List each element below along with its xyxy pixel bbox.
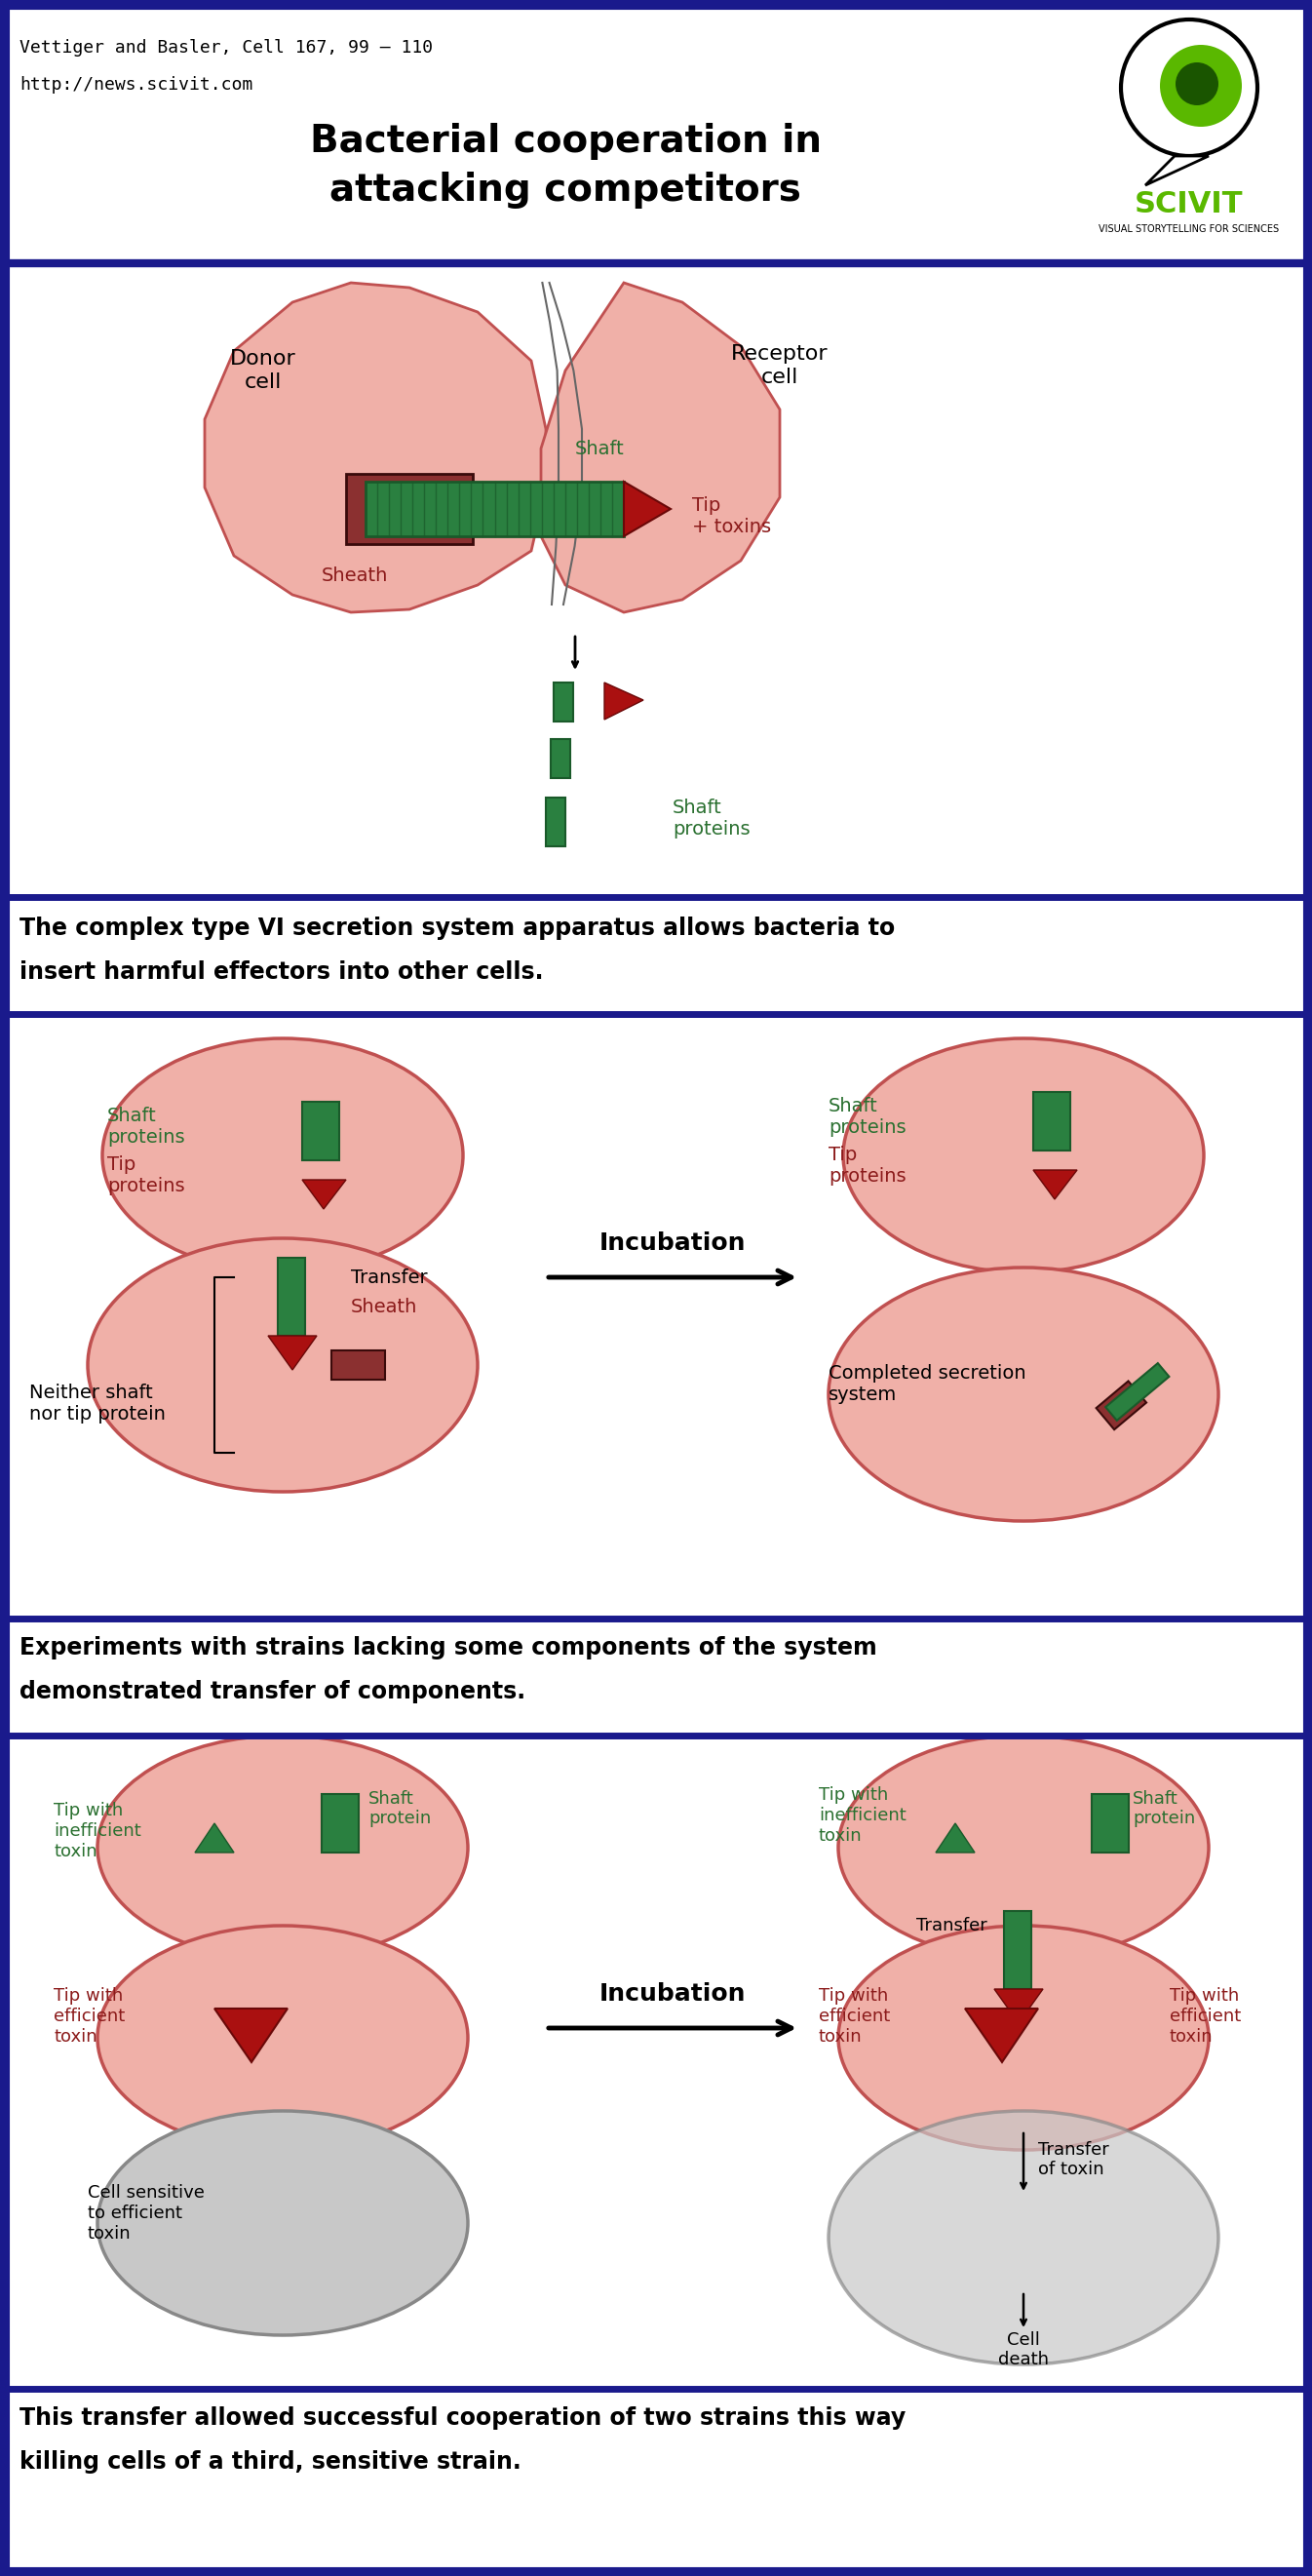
Text: killing cells of a third, sensitive strain.: killing cells of a third, sensitive stra… xyxy=(20,2450,521,2473)
Text: Shaft
protein: Shaft protein xyxy=(1132,1790,1195,1826)
Bar xyxy=(554,683,573,721)
Polygon shape xyxy=(268,1337,316,1370)
Text: attacking competitors: attacking competitors xyxy=(329,173,802,209)
Text: Incubation: Incubation xyxy=(600,1231,747,1255)
Polygon shape xyxy=(605,683,643,719)
Bar xyxy=(321,1793,358,1852)
Bar xyxy=(4,1015,1308,1736)
Ellipse shape xyxy=(88,1239,478,1492)
Ellipse shape xyxy=(838,1927,1208,2151)
Text: Shaft
proteins: Shaft proteins xyxy=(673,799,750,840)
Polygon shape xyxy=(541,283,779,613)
Polygon shape xyxy=(1145,157,1208,185)
Bar xyxy=(366,482,623,536)
Text: Tip
proteins: Tip proteins xyxy=(829,1146,907,1185)
Text: VISUAL STORYTELLING FOR SCIENCES: VISUAL STORYTELLING FOR SCIENCES xyxy=(1099,224,1279,234)
Text: Tip
+ toxins: Tip + toxins xyxy=(691,497,771,536)
Bar xyxy=(4,263,1308,917)
Text: insert harmful effectors into other cells.: insert harmful effectors into other cell… xyxy=(20,961,543,984)
Text: Incubation: Incubation xyxy=(600,1981,747,2007)
Polygon shape xyxy=(966,2009,1038,2063)
Ellipse shape xyxy=(97,1736,468,1960)
Ellipse shape xyxy=(829,1267,1219,1520)
Bar xyxy=(332,1350,384,1381)
Text: Transfer: Transfer xyxy=(350,1267,428,1285)
Polygon shape xyxy=(205,283,546,613)
Text: Completed secretion
system: Completed secretion system xyxy=(829,1365,1026,1404)
Text: SCIVIT: SCIVIT xyxy=(1135,191,1244,219)
Text: Shaft
protein: Shaft protein xyxy=(369,1790,432,1826)
Text: Bacterial cooperation in: Bacterial cooperation in xyxy=(310,124,821,160)
Bar xyxy=(546,799,565,848)
Ellipse shape xyxy=(844,1038,1204,1273)
Text: Shaft
proteins: Shaft proteins xyxy=(108,1105,185,1146)
Bar xyxy=(302,1103,340,1159)
Text: Cell
death: Cell death xyxy=(998,2331,1048,2370)
Circle shape xyxy=(1160,44,1242,126)
Bar xyxy=(4,1736,1308,2506)
Text: This transfer allowed successful cooperation of two strains this way: This transfer allowed successful coopera… xyxy=(20,2406,905,2429)
Text: Tip with
efficient
toxin: Tip with efficient toxin xyxy=(819,1986,890,2045)
Text: Experiments with strains lacking some components of the system: Experiments with strains lacking some co… xyxy=(20,1636,876,1659)
Polygon shape xyxy=(935,1824,975,1852)
Text: Receptor
cell: Receptor cell xyxy=(731,345,828,386)
Text: Sheath: Sheath xyxy=(321,567,388,585)
Text: Tip with
efficient
toxin: Tip with efficient toxin xyxy=(1170,1986,1241,2045)
Polygon shape xyxy=(195,1824,234,1852)
Bar xyxy=(1034,1092,1071,1151)
Ellipse shape xyxy=(97,2110,468,2336)
Text: Transfer: Transfer xyxy=(916,1917,987,1935)
Bar xyxy=(4,5,1308,263)
Text: http://news.scivit.com: http://news.scivit.com xyxy=(20,77,253,93)
Text: Shaft: Shaft xyxy=(575,440,625,459)
Ellipse shape xyxy=(102,1038,463,1273)
Text: Tip with
efficient
toxin: Tip with efficient toxin xyxy=(54,1986,125,2045)
Text: Neither shaft
nor tip protein: Neither shaft nor tip protein xyxy=(29,1383,165,1425)
Polygon shape xyxy=(994,1989,1043,2022)
Text: Tip with
inefficient
toxin: Tip with inefficient toxin xyxy=(819,1785,907,1844)
Polygon shape xyxy=(1106,1363,1169,1419)
Text: Tip
proteins: Tip proteins xyxy=(108,1154,185,1195)
Polygon shape xyxy=(1034,1170,1077,1200)
Text: The complex type VI secretion system apparatus allows bacteria to: The complex type VI secretion system app… xyxy=(20,917,895,940)
Text: demonstrated transfer of components.: demonstrated transfer of components. xyxy=(20,1680,526,1703)
Text: Donor
cell: Donor cell xyxy=(230,350,297,392)
Text: Vettiger and Basler, Cell 167, 99 – 110: Vettiger and Basler, Cell 167, 99 – 110 xyxy=(20,39,433,57)
Bar xyxy=(1004,1911,1031,1989)
Text: Sheath: Sheath xyxy=(350,1298,417,1316)
Ellipse shape xyxy=(829,2110,1219,2365)
Polygon shape xyxy=(302,1180,346,1208)
Text: Shaft
proteins: Shaft proteins xyxy=(829,1097,907,1136)
Polygon shape xyxy=(623,482,670,536)
Polygon shape xyxy=(214,2009,287,2063)
Circle shape xyxy=(1120,21,1257,157)
Ellipse shape xyxy=(838,1736,1208,1960)
Polygon shape xyxy=(1097,1381,1147,1430)
Text: Tip with
inefficient
toxin: Tip with inefficient toxin xyxy=(54,1803,142,1860)
Bar xyxy=(551,739,571,778)
Text: Transfer
of toxin: Transfer of toxin xyxy=(1038,2141,1109,2179)
Ellipse shape xyxy=(97,1927,468,2151)
Circle shape xyxy=(1176,62,1219,106)
Bar xyxy=(1092,1793,1128,1852)
Bar xyxy=(346,474,472,544)
Bar xyxy=(278,1257,306,1337)
Text: Cell sensitive
to efficient
toxin: Cell sensitive to efficient toxin xyxy=(88,2184,205,2241)
